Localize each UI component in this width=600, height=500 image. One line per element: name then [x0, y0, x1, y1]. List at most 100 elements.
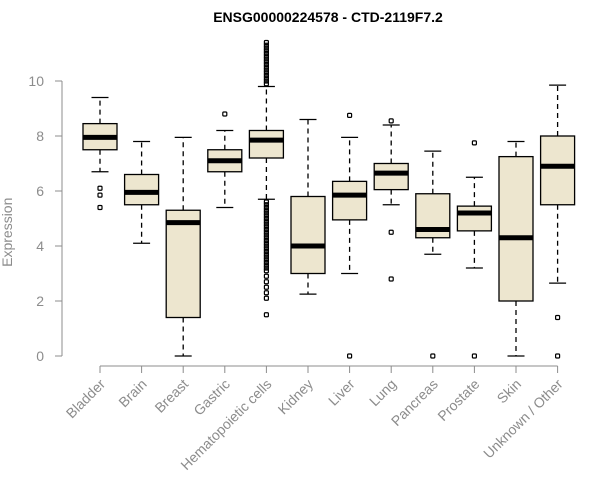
outlier-point [263, 235, 269, 241]
box-group [207, 111, 243, 209]
outlier-point [263, 78, 269, 84]
x-tick-label: Unknown / Other [480, 376, 566, 462]
outlier-point [263, 265, 269, 271]
outlier-point [263, 45, 269, 51]
boxes [82, 39, 576, 359]
outlier-point [263, 240, 269, 246]
outlier-point [263, 237, 269, 244]
box-group [248, 39, 285, 318]
outlier-point [471, 140, 477, 146]
x-tick-label: Lung [366, 376, 399, 409]
outlier-point [554, 353, 561, 359]
outlier-point [263, 257, 269, 263]
outlier-point [263, 218, 269, 224]
outlier-point [263, 213, 269, 219]
box-iqr [290, 195, 326, 275]
box-group [539, 84, 576, 359]
box-iqr [123, 173, 160, 206]
outlier-point [263, 243, 269, 249]
y-axis-label: Expression [0, 198, 15, 267]
y-tick-label: 0 [36, 348, 44, 364]
y-tick-label: 2 [36, 293, 44, 309]
box-group [165, 136, 201, 357]
box-group [123, 140, 160, 244]
outlier-point [554, 314, 561, 321]
outlier-point [263, 70, 269, 76]
box-iqr [373, 162, 409, 191]
outlier-point [263, 48, 269, 54]
outlier-point [263, 229, 269, 235]
outlier-point [263, 290, 269, 296]
outlier-point [263, 248, 269, 255]
outlier-point [471, 353, 477, 359]
outlier-point [347, 112, 353, 118]
box-iqr [248, 129, 285, 159]
outlier-point [263, 268, 269, 274]
box-group [331, 112, 368, 359]
outlier-point [263, 61, 269, 68]
outlier-point [263, 215, 269, 222]
outlier-point [263, 39, 269, 46]
outlier-point [263, 50, 269, 57]
outlier-point [263, 207, 269, 213]
outlier-point [97, 192, 103, 198]
x-tick-label: Breast [151, 376, 191, 416]
outlier-point [97, 204, 103, 211]
outlier-point [97, 185, 103, 191]
outlier-point [263, 246, 269, 252]
y-tick-label: 10 [28, 73, 44, 89]
box-group [82, 96, 118, 211]
outlier-point [263, 295, 269, 301]
y-ticks: 0 2 4 6 8 10 [28, 73, 62, 364]
box-group [290, 118, 326, 295]
outlier-point [347, 353, 353, 359]
outlier-point [263, 53, 269, 59]
box-group [415, 150, 451, 359]
outlier-point [430, 353, 436, 359]
outlier-point [263, 251, 269, 257]
outlier-point [263, 56, 269, 62]
outlier-point [388, 229, 394, 235]
box-group [498, 140, 534, 357]
outlier-point [263, 204, 269, 211]
outlier-point [263, 312, 269, 318]
outlier-point [263, 67, 269, 73]
box-iqr [498, 155, 534, 302]
outlier-point [263, 259, 269, 266]
outlier-point [263, 279, 269, 285]
y-tick-label: 8 [36, 128, 44, 144]
outlier-point [263, 199, 269, 205]
box-group [373, 118, 409, 282]
box-iqr [331, 180, 368, 221]
x-tick-label: Skin [494, 376, 525, 407]
outlier-point [263, 42, 269, 48]
outlier-point [263, 226, 269, 233]
box-iqr [539, 135, 576, 206]
outlier-point [263, 232, 269, 238]
box-group [456, 140, 493, 359]
x-tick-label: Bladder [63, 376, 109, 422]
outlier-point [263, 284, 269, 290]
y-tick-label: 6 [36, 183, 44, 199]
chart-title: ENSG00000224578 - CTD-2119F7.2 [213, 9, 443, 25]
x-tick-label: Prostate [434, 376, 482, 424]
box-iqr [165, 209, 201, 319]
outlier-point [388, 118, 394, 124]
outlier-point [263, 254, 269, 260]
y-tick-label: 4 [36, 238, 44, 254]
outlier-point [263, 224, 269, 230]
box-iqr [456, 205, 493, 232]
outlier-point [263, 262, 269, 268]
outlier-point [263, 210, 269, 216]
x-tick-label: Kidney [275, 376, 317, 418]
outlier-point [222, 111, 228, 117]
outlier-point [388, 276, 394, 282]
outlier-point [263, 64, 269, 70]
outlier-point [263, 75, 269, 81]
outlier-point [263, 59, 269, 65]
outlier-point [263, 81, 269, 87]
outlier-point [263, 273, 269, 279]
x-tick-label: Brain [115, 376, 149, 410]
outlier-point [263, 72, 269, 79]
